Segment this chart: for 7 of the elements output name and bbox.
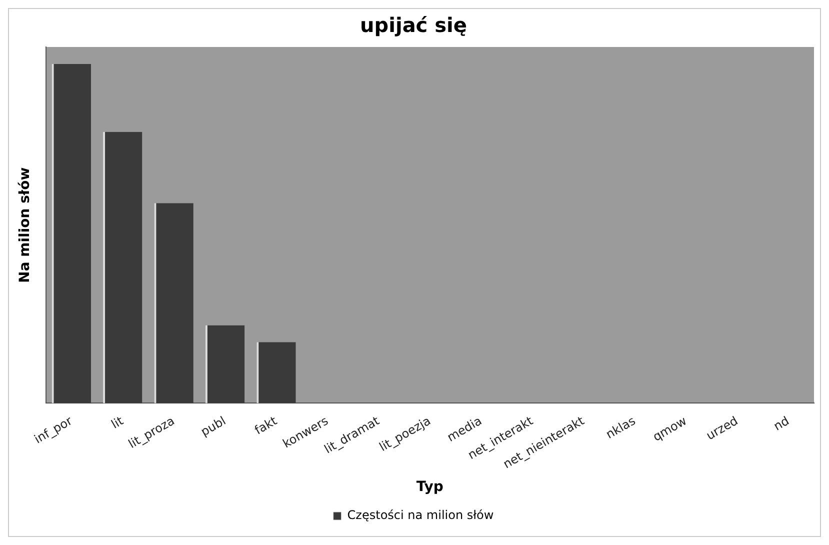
x-tick-label: fakt bbox=[252, 414, 280, 438]
x-tick-label: nd bbox=[771, 414, 792, 434]
legend-label: Częstości na milion słów bbox=[347, 508, 494, 522]
chart-title: upijać się bbox=[360, 13, 467, 38]
x-axis-title: Typ bbox=[416, 479, 444, 496]
y-axis-title: Na milion słów bbox=[17, 167, 34, 283]
x-tick-label: lit bbox=[108, 414, 126, 432]
